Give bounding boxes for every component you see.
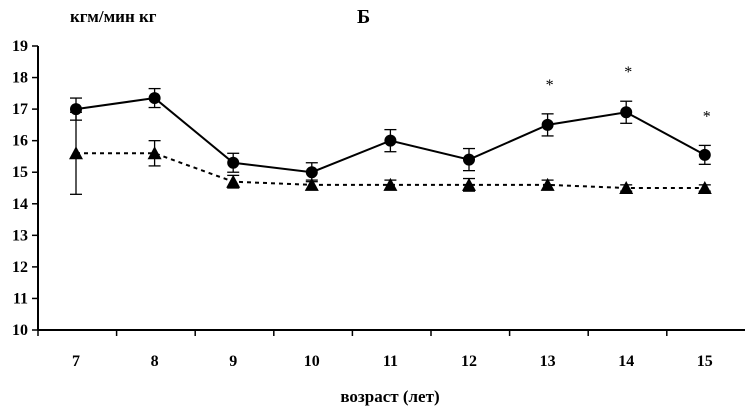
x-tick-label-15: 15 (697, 353, 713, 370)
y-tick-label-13: 13 (12, 227, 28, 244)
point-circles-solid-11 (384, 134, 397, 147)
point-triangles-dashed-14 (619, 181, 634, 194)
point-triangles-dashed-9 (226, 174, 241, 188)
point-triangles-dashed-12 (462, 177, 476, 191)
point-triangles-dashed-13 (540, 177, 555, 191)
y-tick-label-16: 16 (12, 133, 28, 150)
panel-label: Б (357, 6, 370, 28)
y-tick-label-12: 12 (12, 259, 28, 276)
point-circles-solid-9 (227, 156, 240, 169)
point-circles-solid-8 (148, 92, 161, 105)
x-tick-label-12: 12 (461, 353, 477, 370)
x-tick-label-13: 13 (540, 353, 556, 370)
x-tick-label-8: 8 (151, 353, 159, 370)
y-tick-label-17: 17 (12, 101, 28, 118)
point-triangles-dashed-7 (69, 146, 83, 160)
x-axis-title: возраст (лет) (340, 387, 439, 406)
x-tick-label-9: 9 (229, 353, 237, 370)
significance-mark-15: * (703, 108, 711, 125)
series-line-triangles-dashed (76, 152, 705, 189)
y-tick-label-10: 10 (12, 322, 28, 339)
point-circles-solid-13 (541, 118, 554, 131)
point-triangles-dashed-11 (383, 177, 398, 191)
significance-mark-13: * (546, 77, 554, 94)
plot-area: 10 11 12 13 14 15 16 17 18 19 7 8 9 10 11 12 13 14 15 * * * (12, 38, 745, 370)
x-tick-label-7: 7 (72, 353, 80, 370)
point-circles-solid-14 (620, 106, 633, 119)
x-tick-label-11: 11 (383, 353, 398, 370)
point-circles-solid-15 (698, 148, 711, 161)
point-circles-solid-12 (463, 153, 475, 166)
point-circles-solid-10 (305, 166, 318, 179)
x-tick-label-10: 10 (304, 353, 320, 370)
significance-mark-14: * (624, 64, 632, 81)
y-unit-label: кгм/мин кг (70, 7, 157, 26)
point-triangles-dashed-8 (147, 146, 162, 160)
point-triangles-dashed-10 (304, 177, 319, 191)
y-tick-label-18: 18 (12, 70, 28, 87)
x-tick-label-14: 14 (618, 353, 634, 370)
y-tick-label-11: 11 (13, 290, 28, 307)
y-tick-label-19: 19 (12, 38, 28, 55)
point-triangles-dashed-15 (697, 181, 712, 194)
y-tick-label-15: 15 (12, 164, 28, 181)
y-tick-label-14: 14 (12, 196, 28, 213)
